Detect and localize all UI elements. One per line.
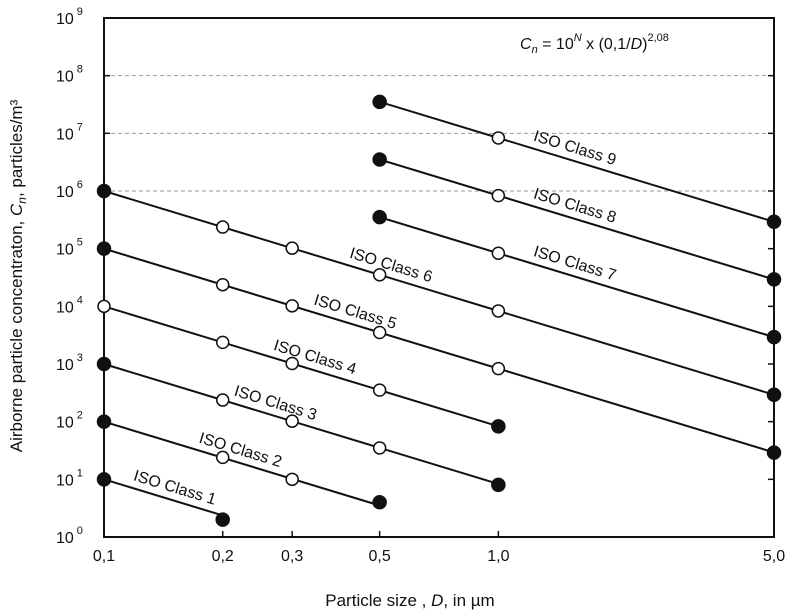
data-point-filled <box>372 495 387 510</box>
series-line <box>103 478 224 517</box>
series-line <box>103 190 775 396</box>
data-point-open <box>491 361 506 376</box>
data-point-open <box>491 304 506 318</box>
data-point-filled <box>372 152 387 167</box>
series-label: ISO Class 9 <box>531 128 618 169</box>
y-axis-title: Airborne particle concentraton, Cn, part… <box>7 99 29 452</box>
data-point-open <box>215 277 230 292</box>
x-tick-label: 5,0 <box>763 548 785 565</box>
data-point-filled <box>766 214 782 229</box>
data-point-filled <box>372 209 387 225</box>
data-point-open <box>285 241 299 255</box>
data-point-filled <box>215 512 230 527</box>
data-point-filled <box>766 272 782 287</box>
series-line <box>379 100 775 223</box>
plot-frame <box>103 17 775 538</box>
series-line <box>103 420 380 507</box>
series-line <box>103 305 499 428</box>
data-point-filled <box>96 414 112 429</box>
data-point-filled <box>491 477 506 493</box>
y-tick-label: 10 6 <box>56 179 83 201</box>
data-point-filled <box>766 445 782 460</box>
x-axis-title: Particle size , D, in µm <box>325 591 494 610</box>
data-point-open <box>372 325 387 340</box>
data-point-filled <box>766 329 782 345</box>
series-lines <box>103 100 775 517</box>
data-point-open <box>372 441 387 455</box>
series-line <box>103 247 775 454</box>
y-tick-label: 10 1 <box>56 467 83 489</box>
gridlines <box>104 75 774 192</box>
x-tick-label: 0,2 <box>212 548 234 565</box>
data-point-open <box>215 450 230 465</box>
data-point-filled <box>766 387 782 402</box>
data-point-open <box>285 299 299 313</box>
y-tick-label: 10 2 <box>56 410 83 432</box>
formula: Cn = 10N x (0,1/D)2,08 <box>520 32 669 56</box>
series-label: ISO Class 4 <box>272 337 359 378</box>
y-tick-label: 10 0 <box>56 525 83 547</box>
data-point-open <box>285 472 299 487</box>
data-point-filled <box>372 94 387 110</box>
y-tick-label: 10 4 <box>56 294 83 316</box>
data-point-filled <box>96 472 112 487</box>
y-tick-label: 10 7 <box>56 121 83 143</box>
data-point-open <box>285 414 299 428</box>
data-point-open <box>491 188 506 203</box>
x-tick-label: 0,1 <box>93 548 115 565</box>
data-point-open <box>215 335 230 350</box>
data-point-filled <box>96 183 112 199</box>
y-tick-label: 10 8 <box>56 64 83 86</box>
x-tick-label: 0,5 <box>369 548 391 565</box>
data-point-open <box>372 268 387 282</box>
x-tick-label: 1,0 <box>487 548 509 565</box>
data-point-open <box>215 220 230 234</box>
data-point-open <box>285 356 299 371</box>
y-tick-label: 10 3 <box>56 352 83 374</box>
data-point-filled <box>96 241 112 256</box>
series-line <box>379 158 775 281</box>
data-point-open <box>372 383 387 397</box>
data-point-open <box>215 393 230 407</box>
series-label: ISO Class 1 <box>131 468 218 509</box>
data-point-open <box>491 246 506 261</box>
markers <box>96 94 782 527</box>
series-label: ISO Class 5 <box>312 292 399 333</box>
y-tick-label: 10 5 <box>56 237 83 259</box>
data-point-filled <box>491 419 506 434</box>
x-tick-label: 0,3 <box>281 548 303 565</box>
series-line <box>379 216 775 339</box>
series-label: ISO Class 7 <box>531 243 618 284</box>
data-point-open <box>97 299 111 314</box>
data-point-open <box>491 131 506 145</box>
data-point-filled <box>96 356 112 372</box>
series-line <box>103 363 499 485</box>
series-label: ISO Class 6 <box>348 245 435 286</box>
y-tick-label: 10 9 <box>56 6 83 28</box>
series-label: ISO Class 8 <box>531 186 618 227</box>
series-label: ISO Class 3 <box>232 383 319 424</box>
series-label: ISO Class 2 <box>197 430 284 471</box>
